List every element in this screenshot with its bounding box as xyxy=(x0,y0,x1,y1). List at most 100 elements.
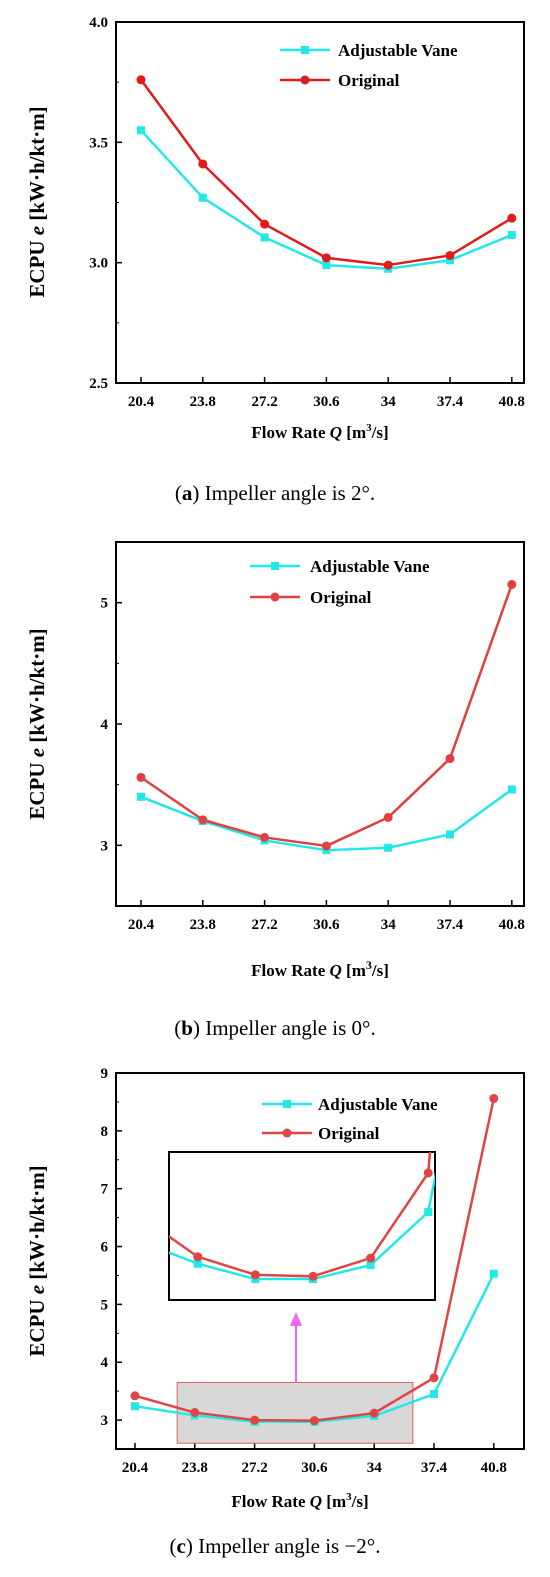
data-point-original-b xyxy=(445,754,455,764)
data-point-original-b xyxy=(321,841,331,851)
y-tick-label: 3.5 xyxy=(89,135,108,151)
y-tick-label: 6 xyxy=(101,1240,109,1256)
data-point-original-c xyxy=(130,1391,140,1401)
data-point-adjustable-vane-a xyxy=(322,261,331,270)
series-b xyxy=(136,579,517,855)
data-point-adjustable-vane-a xyxy=(507,230,516,239)
inset-point-original xyxy=(481,494,490,503)
inset-point-adjustable-vane xyxy=(136,1237,144,1245)
legend-label-original-a: Original xyxy=(338,71,400,90)
zoom-arrow-head xyxy=(290,1312,302,1326)
y-tick-label: 3.0 xyxy=(89,256,108,272)
y-tick-label: 8 xyxy=(101,1124,109,1140)
data-point-original-c xyxy=(309,1416,319,1426)
inset-point-original xyxy=(250,1270,260,1280)
series-c xyxy=(130,1093,499,1426)
plot-frame-c xyxy=(115,1072,525,1450)
inset-point-original xyxy=(193,1252,203,1262)
y-tick-label: 3 xyxy=(101,838,109,854)
caption-a: (a) Impeller angle is 2°. xyxy=(175,481,375,505)
series-line-adjustable-vane-b xyxy=(140,788,513,852)
data-point-adjustable-vane-b xyxy=(384,843,393,852)
ylabel-c: ECPU e [kW·h/kt·m] xyxy=(25,1165,49,1356)
data-point-original-a xyxy=(136,75,146,85)
inset-point-adjustable-vane xyxy=(366,1261,375,1270)
x-tick-label: 30.6 xyxy=(301,1460,328,1476)
legend-marker-adjustable-b xyxy=(271,562,279,570)
x-tick-label: 23.8 xyxy=(190,917,216,933)
data-point-original-c xyxy=(489,1093,499,1103)
legend-label-adjustable-a: Adjustable Vane xyxy=(338,41,458,60)
series-line-adjustable-vane-a xyxy=(140,129,513,270)
data-point-original-b xyxy=(136,772,146,782)
data-point-original-c xyxy=(369,1408,379,1418)
data-point-adjustable-vane-a xyxy=(446,256,454,265)
y-tick-label: 4 xyxy=(101,717,109,733)
data-point-adjustable-vane-c xyxy=(131,1402,139,1411)
data-point-original-b xyxy=(507,579,517,589)
y-tick-label: 7 xyxy=(101,1182,109,1198)
x-tick-label: 34 xyxy=(381,917,397,933)
legend-label-adjustable-c: Adjustable Vane xyxy=(318,1095,438,1114)
data-point-original-b xyxy=(260,832,270,842)
y-tick-label: 9 xyxy=(101,1066,109,1082)
y-tick-label: 4 xyxy=(101,1355,109,1371)
inset-point-original xyxy=(136,1212,145,1221)
data-point-original-b xyxy=(198,815,208,825)
x-tick-label: 23.8 xyxy=(190,394,216,410)
data-point-original-c xyxy=(250,1415,260,1425)
zoom-inset-frame xyxy=(168,1151,436,1301)
y-tick-label: 4.0 xyxy=(89,15,108,31)
inset-point-original xyxy=(308,1271,318,1281)
x-tick-label: 27.2 xyxy=(251,917,277,933)
legend-a: Adjustable Vane Original xyxy=(280,41,458,90)
y-tick-label: 3 xyxy=(101,1413,109,1429)
x-tick-label: 40.8 xyxy=(481,1460,507,1476)
data-point-adjustable-vane-c xyxy=(430,1390,438,1399)
x-tick-label: 34 xyxy=(381,394,397,410)
data-point-original-c xyxy=(429,1373,439,1383)
data-point-original-a xyxy=(507,213,517,223)
caption-b: (b) Impeller angle is 0°. xyxy=(174,1016,375,1040)
data-point-original-a xyxy=(445,250,455,260)
xlabel-a: Flow Rate Q [m3/s] xyxy=(251,422,388,442)
legend-label-adjustable-b: Adjustable Vane xyxy=(310,557,430,576)
xlabel-c: Flow Rate Q [m3/s] xyxy=(231,1491,368,1511)
series-a xyxy=(136,75,517,273)
y-tick-label: 5 xyxy=(101,1297,109,1313)
inset-point-adjustable-vane xyxy=(424,1208,433,1217)
x-tick-label: 23.8 xyxy=(182,1460,208,1476)
series-line-original-b xyxy=(140,584,513,848)
data-point-adjustable-vane-b xyxy=(507,785,516,794)
ylabel-b: ECPU e [kW·h/kt·m] xyxy=(25,628,49,819)
zoom-inset-series xyxy=(136,494,490,1284)
y-tick-label: 2.5 xyxy=(89,376,108,392)
x-tick-label: 20.4 xyxy=(128,394,155,410)
series-line-original-a xyxy=(139,79,513,267)
data-point-adjustable-vane-b xyxy=(446,830,454,839)
legend-marker-original-b xyxy=(270,592,280,602)
data-point-adjustable-vane-a xyxy=(260,233,269,242)
legend-marker-original-a xyxy=(300,75,310,85)
axis-ticks-a: 2.5 3.0 3.5 4.0 20.4 23.8 27.2 30.6 34 37.4 40.8 xyxy=(89,15,525,410)
data-point-original-a xyxy=(198,159,208,169)
legend-label-original-b: Original xyxy=(310,588,372,607)
x-tick-label: 37.4 xyxy=(437,394,464,410)
legend-label-original-c: Original xyxy=(318,1124,380,1143)
data-point-original-a xyxy=(383,260,393,270)
data-point-original-c xyxy=(190,1408,200,1418)
x-tick-label: 27.2 xyxy=(251,394,277,410)
inset-point-original xyxy=(423,1168,433,1178)
legend-c: Adjustable Vane Original xyxy=(262,1095,438,1143)
zoom-inset xyxy=(136,494,490,1301)
legend-marker-adjustable-c xyxy=(283,1100,291,1108)
x-tick-label: 30.6 xyxy=(313,394,340,410)
legend-b: Adjustable Vane Original xyxy=(250,557,430,607)
data-point-adjustable-vane-a xyxy=(198,193,207,202)
x-tick-label: 37.4 xyxy=(437,917,464,933)
inset-point-original xyxy=(366,1253,376,1263)
x-tick-label: 40.8 xyxy=(499,917,525,933)
